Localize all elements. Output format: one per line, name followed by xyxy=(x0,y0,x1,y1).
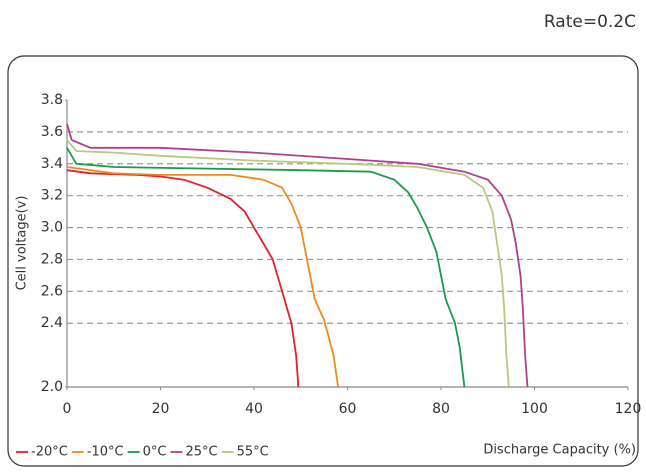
y-tick-label: 3.4 xyxy=(41,156,63,172)
legend-label: 0°C xyxy=(143,445,167,460)
y-tick-label: 3.6 xyxy=(41,124,63,140)
x-tick-label: 60 xyxy=(339,401,357,417)
rate-label: Rate=0.2C xyxy=(544,12,636,32)
y-tick-label: 2.8 xyxy=(41,251,63,267)
y-tick-label: 3.2 xyxy=(41,188,63,204)
x-axis-label: Discharge Capacity (%) xyxy=(483,443,636,458)
legend-label: -10°C xyxy=(87,445,124,460)
legend-label: -20°C xyxy=(31,445,68,460)
legend-label: 55°C xyxy=(237,445,269,460)
x-tick-label: 80 xyxy=(432,401,450,417)
series-line xyxy=(66,123,529,388)
x-tick-label: 120 xyxy=(615,401,642,417)
series-line xyxy=(66,139,510,388)
frame xyxy=(7,55,639,467)
x-tick-label: 0 xyxy=(63,401,72,417)
y-tick-label: 3.8 xyxy=(41,92,63,108)
x-tick-label: 40 xyxy=(245,401,263,417)
y-tick-label: 2.6 xyxy=(41,283,63,299)
y-tick-label: 2.4 xyxy=(41,315,63,331)
series-line xyxy=(66,147,466,388)
series-line xyxy=(66,166,339,388)
y-tick-label: 2.0 xyxy=(41,379,63,395)
x-tick-label: 100 xyxy=(521,401,548,417)
x-tick-label: 20 xyxy=(152,401,170,417)
series-line xyxy=(66,169,300,388)
y-axis-label: Cell voltage(v) xyxy=(15,196,30,291)
y-tick-label: 3.0 xyxy=(41,220,63,236)
legend-label: 25°C xyxy=(185,445,217,460)
